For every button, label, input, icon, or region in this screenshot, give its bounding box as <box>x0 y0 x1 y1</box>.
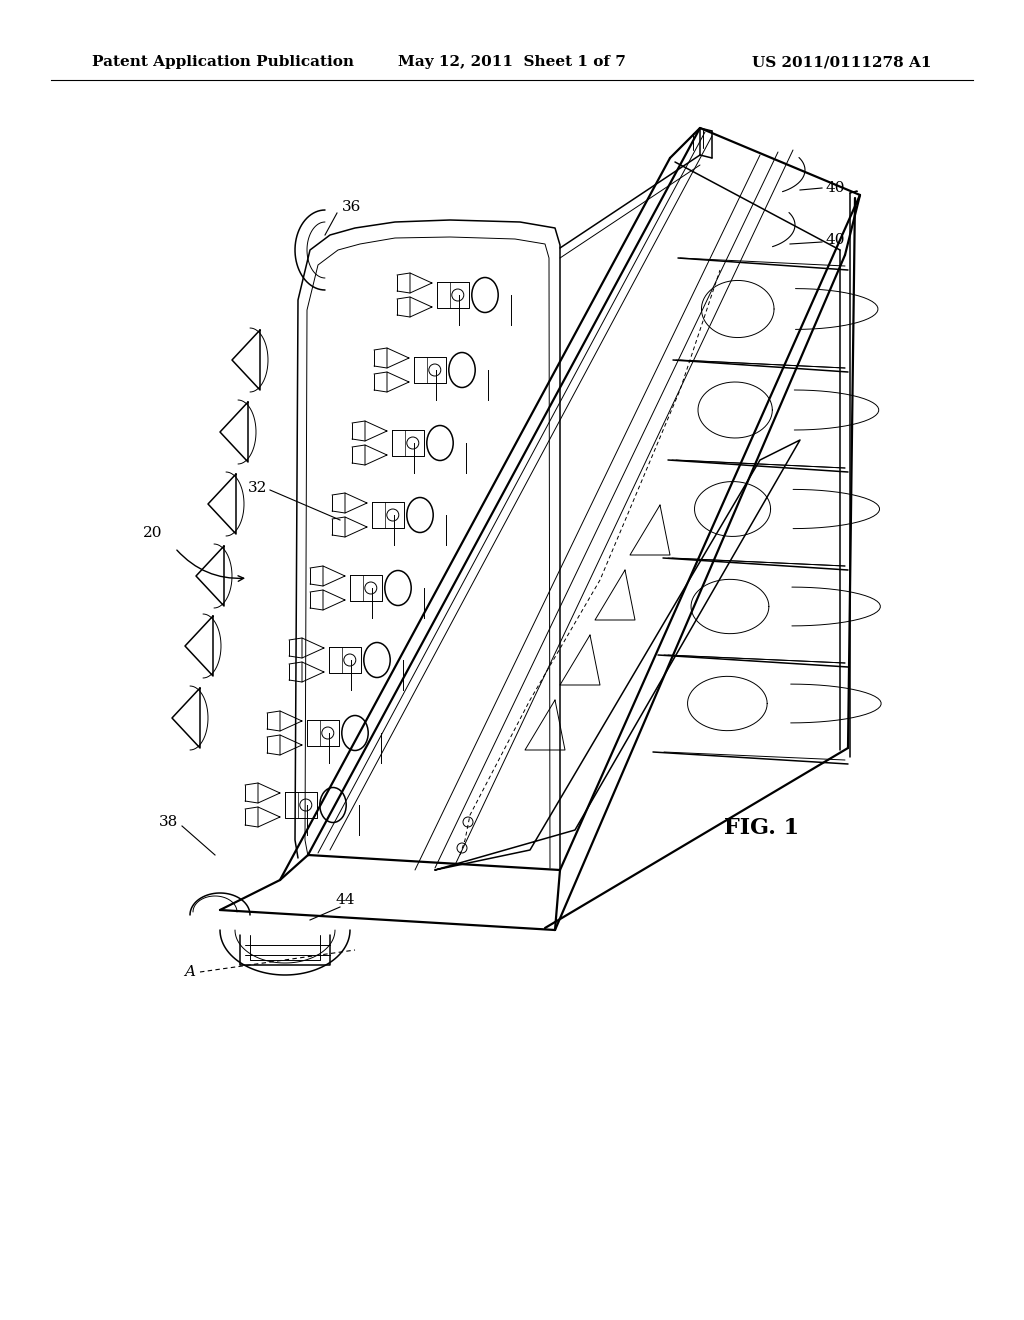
Text: May 12, 2011  Sheet 1 of 7: May 12, 2011 Sheet 1 of 7 <box>398 55 626 69</box>
Text: 40: 40 <box>825 234 845 247</box>
Text: 38: 38 <box>159 814 178 829</box>
Text: FIG. 1: FIG. 1 <box>724 817 800 840</box>
Text: 36: 36 <box>342 201 361 214</box>
Text: A: A <box>184 965 195 979</box>
Text: 44: 44 <box>335 894 354 907</box>
Text: Patent Application Publication: Patent Application Publication <box>92 55 354 69</box>
Text: 32: 32 <box>248 480 267 495</box>
Text: US 2011/0111278 A1: US 2011/0111278 A1 <box>753 55 932 69</box>
Text: 40: 40 <box>825 181 845 195</box>
Text: 20: 20 <box>142 525 162 540</box>
